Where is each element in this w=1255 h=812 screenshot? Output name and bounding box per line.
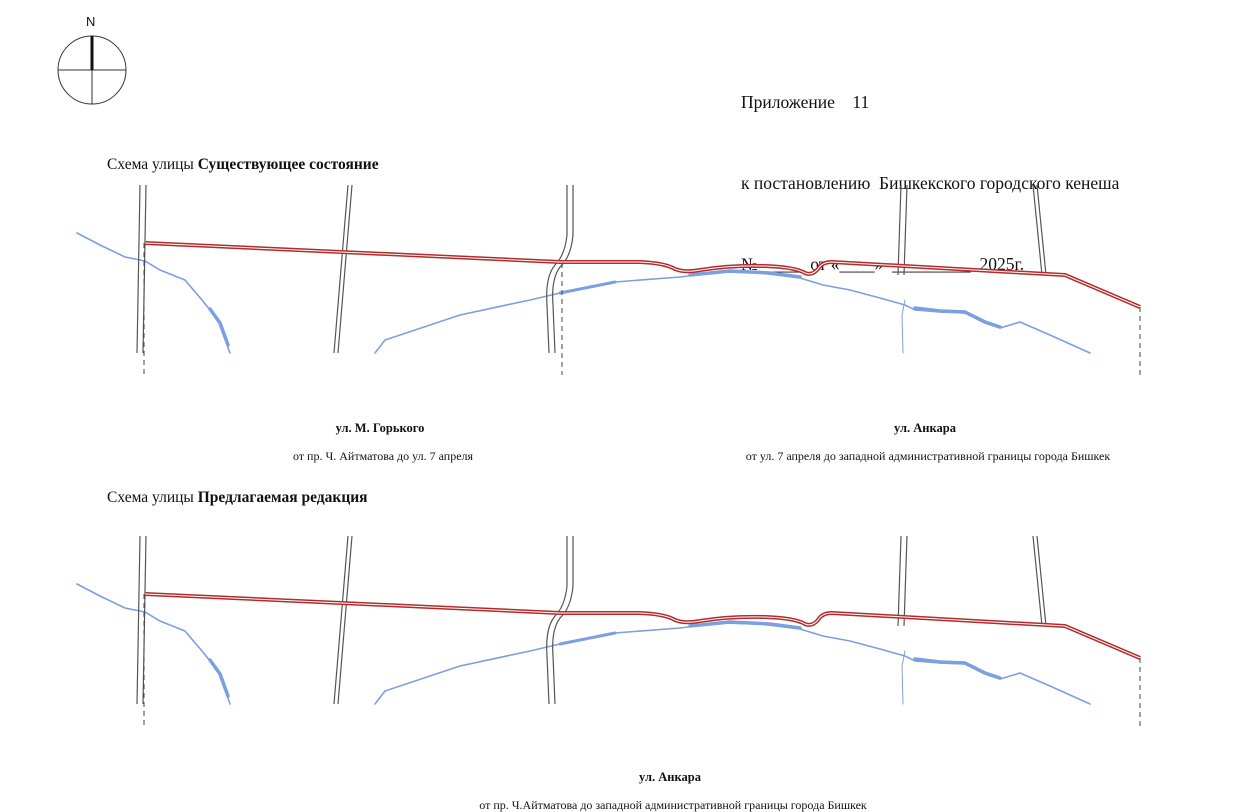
river-left-1-wide bbox=[208, 307, 230, 347]
appendix-line-2: к постановлению Бишкекского городского к… bbox=[741, 173, 1120, 193]
street-scheme-existing bbox=[76, 185, 1141, 375]
compass-icon bbox=[57, 35, 127, 105]
street-label-gorkogo: ул. М. Горького от пр. Ч. Айтматова до у… bbox=[230, 393, 530, 463]
street-description: от пр. Ч. Айтматова до ул. 7 апреля bbox=[292, 449, 474, 463]
section-title-proposed: Схема улицы Предлагаемая редакция bbox=[107, 489, 368, 507]
street-description: от ул. 7 апреля до западной администрати… bbox=[745, 449, 1111, 463]
section-prefix: Схема улицы bbox=[107, 489, 198, 506]
street-description: от пр. Ч.Айтматова до западной администр… bbox=[479, 798, 867, 812]
street-label-ankara-existing: ул. Анкара от ул. 7 апреля до западной а… bbox=[650, 393, 1200, 463]
river-branch bbox=[901, 299, 906, 354]
river-left-1 bbox=[76, 232, 231, 354]
street-label-ankara-proposed: ул. Анкара от пр. Ч.Айтматова до западно… bbox=[370, 742, 970, 812]
street-name: ул. М. Горького bbox=[335, 421, 425, 435]
highlighted-street bbox=[144, 592, 1141, 660]
highlighted-street bbox=[144, 241, 1141, 309]
river-main-wide-3 bbox=[913, 306, 1002, 329]
section-prefix: Схема улицы bbox=[107, 156, 198, 173]
side-roads bbox=[136, 536, 1047, 705]
boundary-dashes bbox=[143, 594, 1141, 726]
street-name: ул. Анкара bbox=[639, 770, 701, 784]
river-lines bbox=[76, 583, 1091, 705]
section-heading: Предлагаемая редакция bbox=[197, 489, 368, 506]
boundary-dashes bbox=[143, 243, 1141, 375]
river-lines bbox=[76, 232, 1091, 354]
river-main-wide-2 bbox=[688, 269, 802, 279]
river-main bbox=[374, 271, 1091, 354]
compass-north-label: N bbox=[86, 14, 96, 29]
section-title-existing: Схема улицы Существующее состояние bbox=[107, 156, 379, 174]
river-main-wide-1 bbox=[558, 280, 617, 295]
street-scheme-proposed bbox=[76, 536, 1141, 726]
street-name: ул. Анкара bbox=[894, 421, 956, 435]
section-heading: Существующее состояние bbox=[197, 156, 379, 173]
appendix-line-1: Приложение 11 bbox=[741, 92, 870, 112]
side-roads bbox=[136, 185, 1047, 354]
